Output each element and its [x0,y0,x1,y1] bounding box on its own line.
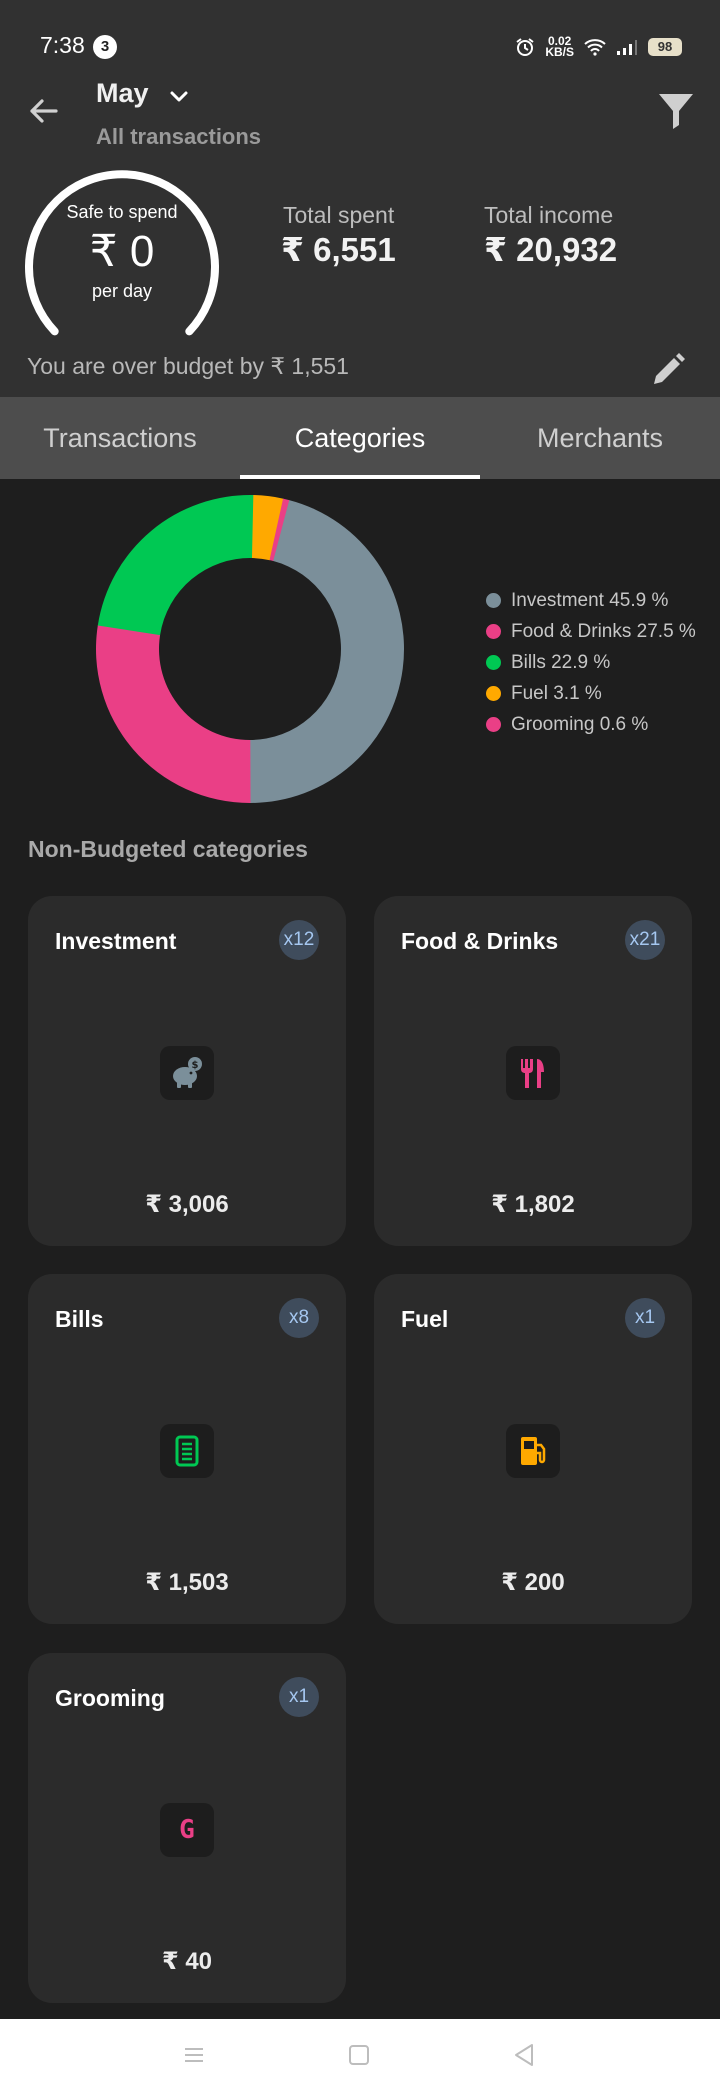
notification-count-badge: 3 [93,35,117,59]
category-icon-box [506,1046,560,1100]
filter-icon[interactable] [656,88,696,132]
wifi-icon [584,39,606,56]
category-amount: ₹ 3,006 [145,1191,229,1218]
legend-color-dot [486,717,501,732]
category-name: Investment [55,928,177,954]
safe-to-spend-gauge [25,170,219,336]
category-donut-chart [96,495,404,803]
legend-label: Bills 22.9 % [511,651,611,673]
system-nav-bar [0,2019,720,2091]
signal-icon [617,40,637,55]
grooming-icon: G [160,1803,214,1857]
total-spent-value: ₹ 6,551 [281,231,396,268]
chevron-down-icon[interactable] [168,85,190,107]
edit-pencil-icon[interactable] [648,350,688,390]
section-title: Non-Budgeted categories [28,836,308,862]
chart-legend: Investment 45.9 % Food & Drinks 27.5 % Bil… [486,585,696,740]
donut-slice-investment [250,499,404,803]
category-name: Food & Drinks [401,928,559,954]
tab-merchants[interactable]: Merchants [536,423,664,453]
per-day-label: per day [91,281,153,301]
category-amount: ₹ 1,503 [145,1569,229,1596]
legend-item: Food & Drinks 27.5 % [486,616,696,647]
transaction-count-badge: x8 [279,1298,319,1338]
legend-label: Food & Drinks 27.5 % [511,620,696,642]
donut-slice-fuel [251,495,284,561]
category-card-bills[interactable]: Bills x8 ₹ 1,503 [28,1274,346,1624]
transaction-scope[interactable]: All transactions [96,124,262,149]
svg-text:$: $ [192,1060,199,1071]
category-card-investment[interactable]: Investment x12 $ ₹ 3,006 [28,896,346,1246]
fuel-pump-icon [521,1437,546,1465]
category-name: Bills [55,1306,104,1332]
transaction-count-badge: x12 [279,920,319,960]
battery-icon: 98 [648,38,682,56]
legend-color-dot [486,655,501,670]
status-bar: 7:38 3 0.02 KB/S 98 [0,0,720,90]
total-income-value: ₹ 20,932 [484,231,618,268]
status-time: 7:38 [40,32,85,58]
legend-item: Grooming 0.6 % [486,709,696,740]
category-icon-box [160,1424,214,1478]
piggy-bank-icon: $ [173,1057,202,1088]
legend-label: Fuel 3.1 % [511,682,602,704]
transaction-count-badge: x1 [625,1298,665,1338]
recents-menu-icon[interactable] [178,2039,210,2071]
total-income-label: Total income [484,202,614,228]
legend-label: Investment 45.9 % [511,589,669,611]
category-name: Grooming [55,1685,165,1711]
back-triangle-icon[interactable] [508,2039,540,2071]
category-card-food-drinks[interactable]: Food & Drinks x21 ₹ 1,802 [374,896,692,1246]
category-card-grooming[interactable]: Grooming x1 G ₹ 40 [28,1653,346,2003]
summary-header: 7:38 3 0.02 KB/S 98 May All transactions… [0,0,720,397]
category-amount: ₹ 1,802 [491,1191,575,1218]
tab-transactions[interactable]: Transactions [43,423,197,453]
grooming-icon-letter: G [179,1815,195,1845]
tab-categories[interactable]: Categories [240,397,480,479]
budget-message: You are over budget by ₹ 1,551 [27,353,349,379]
donut-slice-bills [97,495,254,636]
back-arrow-icon[interactable] [22,90,64,132]
transaction-count-badge: x1 [279,1677,319,1717]
category-card-fuel[interactable]: Fuel x1 ₹ 200 [374,1274,692,1624]
tab-bar: Transactions Categories Merchants [0,397,720,479]
alarm-icon [516,38,534,56]
total-spent-label: Total spent [283,202,395,228]
legend-color-dot [486,686,501,701]
safe-to-spend-value: ₹ 0 [89,227,155,276]
fork-knife-icon [521,1059,544,1088]
home-square-icon[interactable] [343,2039,375,2071]
legend-label: Grooming 0.6 % [511,713,649,735]
category-amount: ₹ 200 [501,1569,565,1596]
legend-color-dot [486,593,501,608]
legend-item: Fuel 3.1 % [486,678,696,709]
month-selector[interactable]: May [96,78,149,108]
donut-slice-food-drinks [96,624,251,803]
legend-item: Bills 22.9 % [486,647,696,678]
category-name: Fuel [401,1306,449,1332]
status-icons: 0.02 KB/S 98 [515,34,682,60]
donut-slice-grooming [269,498,290,562]
category-icon-box: $ [160,1046,214,1100]
legend-color-dot [486,624,501,639]
category-icon-box [506,1424,560,1478]
receipt-icon [175,1435,199,1467]
legend-item: Investment 45.9 % [486,585,696,616]
safe-to-spend-label: Safe to spend [66,202,178,222]
net-speed: 0.02 KB/S [545,34,574,59]
transaction-count-badge: x21 [625,920,665,960]
category-amount: ₹ 40 [161,1948,213,1975]
